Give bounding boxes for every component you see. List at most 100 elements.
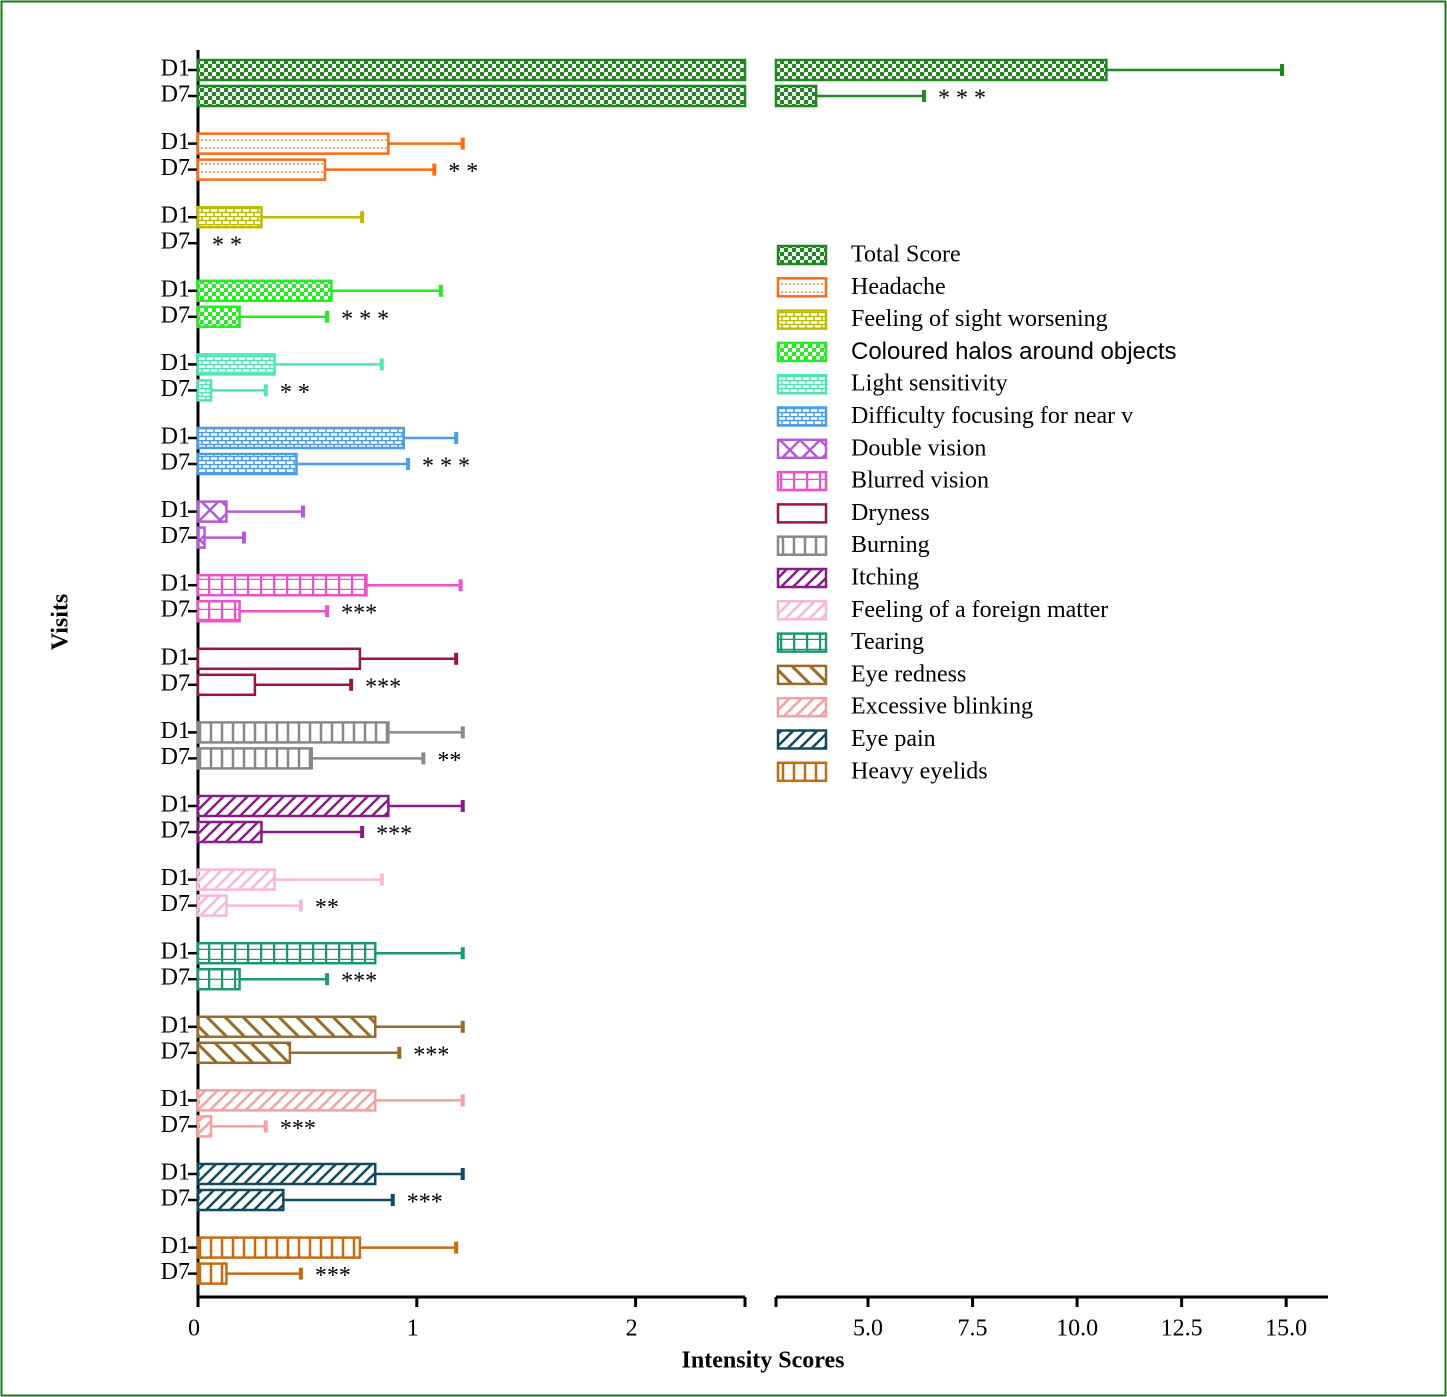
significance-label: * * <box>448 159 478 185</box>
legend-label: Coloured halos around objects <box>851 338 1177 365</box>
bar <box>196 305 241 329</box>
y-tick-label: D1 <box>161 571 190 597</box>
x-tick-label: 2 <box>626 1316 638 1342</box>
significance-label: * * <box>212 233 242 259</box>
legend-swatch <box>776 729 828 750</box>
x-tick-label: 10.0 <box>1056 1316 1098 1342</box>
y-tick-label: D1 <box>161 939 190 965</box>
y-tick-label: D7 <box>161 229 190 255</box>
y-tick-label: D1 <box>161 1160 190 1186</box>
y-tick-label: D7 <box>161 450 190 476</box>
bar <box>196 279 333 303</box>
bar <box>196 205 263 229</box>
x-tick-label: 5.0 <box>853 1316 883 1342</box>
significance-label: *** <box>315 1263 351 1289</box>
y-tick-label: D1 <box>161 865 190 891</box>
bar <box>196 1262 228 1285</box>
legend-label: Dryness <box>851 500 930 526</box>
bar <box>774 58 1108 82</box>
y-tick-label: D1 <box>161 276 190 302</box>
significance-label: *** <box>413 1042 449 1068</box>
y-tick-label: D1 <box>161 497 190 523</box>
bar <box>196 967 241 991</box>
legend-label: Blurred vision <box>851 468 989 494</box>
y-tick-label: D7 <box>161 1186 190 1212</box>
y-axis-title: Visits <box>48 594 74 650</box>
legend-label: Feeling of a foreign matter <box>851 597 1108 623</box>
x-tick-label: 15.0 <box>1265 1316 1307 1342</box>
y-tick-label: D7 <box>161 155 190 181</box>
legend-swatch <box>776 277 828 298</box>
bar <box>196 379 213 402</box>
significance-label: *** <box>365 674 401 700</box>
y-tick-label: D1 <box>161 203 190 229</box>
legend-label: Double vision <box>851 435 986 461</box>
bar <box>196 673 257 697</box>
bar <box>196 1041 292 1065</box>
legend-swatch <box>776 244 828 266</box>
significance-label: *** <box>280 1116 316 1142</box>
legend-swatch <box>776 309 828 330</box>
legend-swatch <box>776 470 828 492</box>
y-tick-label: D1 <box>161 129 190 155</box>
bar <box>196 132 390 155</box>
bar <box>196 894 228 917</box>
bar <box>196 1089 377 1112</box>
y-tick-label: D1 <box>161 718 190 744</box>
x-tick-label: 7.5 <box>958 1316 988 1342</box>
legend-label: Eye pain <box>851 726 936 752</box>
significance-label: *** <box>341 969 377 995</box>
y-tick-label: D1 <box>161 644 190 670</box>
y-tick-label: D1 <box>161 1086 190 1112</box>
y-tick-label: D7 <box>161 82 190 108</box>
legend-swatch <box>776 503 828 524</box>
bar <box>196 647 362 671</box>
bar <box>196 747 314 770</box>
bar <box>196 599 241 623</box>
y-tick-label: D1 <box>161 350 190 376</box>
legend-swatch <box>776 535 828 556</box>
x-axis-title: Intensity Scores <box>682 1348 845 1374</box>
significance-label: * * * <box>938 86 986 112</box>
legend-swatch <box>776 341 828 363</box>
significance-label: ** <box>315 895 339 921</box>
y-tick-label: D7 <box>161 1112 190 1138</box>
bar <box>196 526 206 549</box>
bar <box>196 868 276 891</box>
y-tick-label: D1 <box>161 1012 190 1038</box>
significance-label: *** <box>407 1190 443 1216</box>
legend-swatch <box>776 406 828 427</box>
y-tick-label: D7 <box>161 670 190 696</box>
bar <box>196 84 747 108</box>
significance-label: * * <box>280 380 310 406</box>
y-tick-label: D7 <box>161 965 190 991</box>
y-tick-label: D7 <box>161 376 190 402</box>
significance-label: * * * <box>422 454 470 480</box>
bar <box>196 353 276 376</box>
legend-swatch <box>776 761 828 783</box>
y-tick-label: D1 <box>161 1233 190 1259</box>
legend-label: Burning <box>851 532 930 558</box>
bar <box>196 500 228 523</box>
legend-swatch <box>776 696 828 718</box>
bar <box>196 58 747 82</box>
legend-label: Itching <box>851 565 919 591</box>
legend-label: Heavy eyelids <box>851 758 988 784</box>
bar <box>196 452 298 476</box>
bar <box>774 84 818 108</box>
bar <box>196 721 390 744</box>
legend-swatch <box>776 664 828 686</box>
bar <box>196 1162 377 1186</box>
x-tick-label: 12.5 <box>1161 1316 1203 1342</box>
y-tick-label: D7 <box>161 1259 190 1285</box>
y-tick-label: D7 <box>161 818 190 844</box>
significance-label: *** <box>376 822 412 848</box>
y-tick-label: D7 <box>161 891 190 917</box>
y-tick-label: D7 <box>161 744 190 770</box>
legend-swatch <box>776 632 828 653</box>
legend-swatch <box>776 438 828 460</box>
bar <box>196 941 377 965</box>
legend-swatch <box>776 600 828 621</box>
legend-label: Feeling of sight worsening <box>851 306 1108 332</box>
bar <box>196 426 405 450</box>
